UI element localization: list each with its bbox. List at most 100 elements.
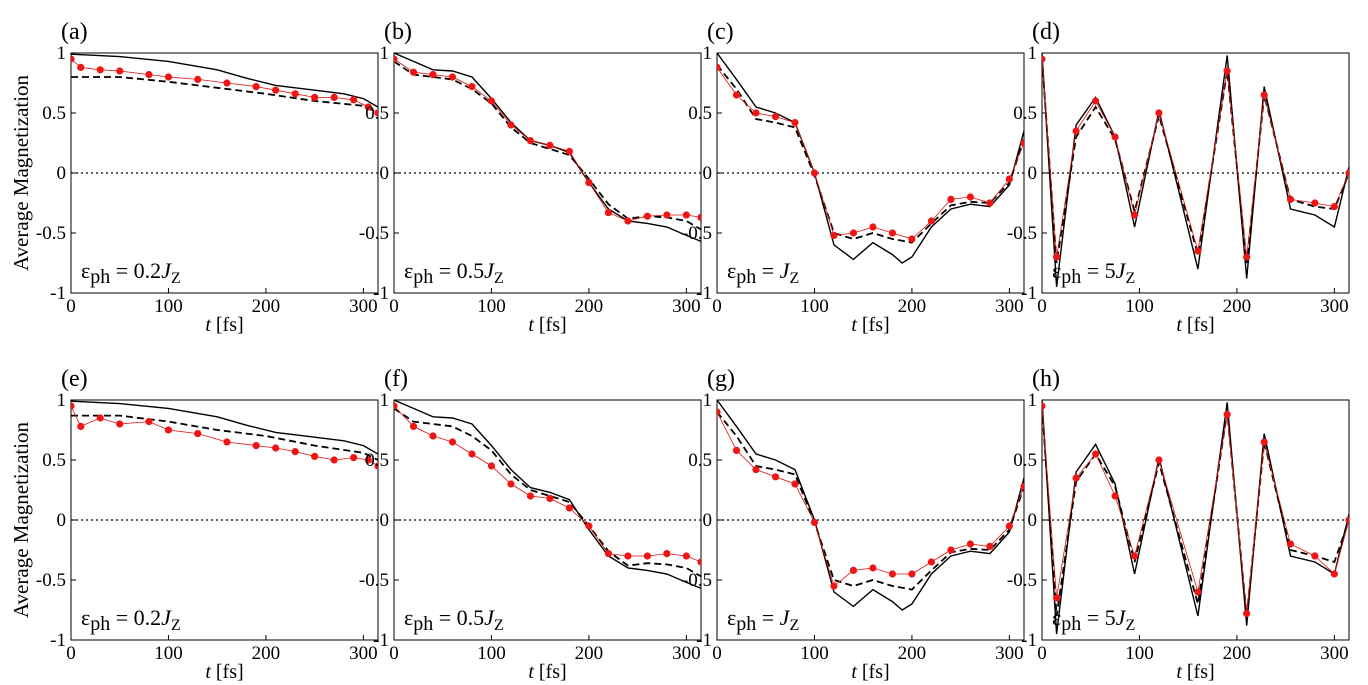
series-simulation-point (966, 540, 974, 548)
series-simulation-point (1330, 203, 1338, 211)
series-simulation-point (71, 402, 75, 410)
y-tick-label: 1 (703, 43, 713, 64)
series-simulation-point (810, 169, 819, 177)
y-axis-label: Average Magnetization (9, 74, 33, 271)
series-simulation-point (77, 422, 85, 430)
series-simulation-point (752, 466, 760, 474)
y-tick-label: 1 (57, 43, 67, 64)
y-tick-label: 0 (57, 510, 67, 531)
x-axis-label-var: t (851, 661, 857, 683)
series-group (394, 53, 701, 243)
x-tick-label: 200 (252, 643, 281, 664)
series-simulation-point (1005, 522, 1013, 530)
series-simulation-point (448, 73, 457, 81)
series-simulation-point (663, 211, 671, 219)
x-tick-label: 200 (575, 296, 604, 317)
x-tick-label: 300 (672, 296, 701, 317)
x-tick-label: 0 (66, 296, 76, 317)
legend-label: εph = 5JZ (1052, 605, 1135, 635)
series-simulation-point (1311, 552, 1319, 560)
series-simulation-point (1042, 402, 1046, 410)
legend-epsilon: ε (81, 605, 90, 630)
series-simulation-line (1042, 58, 1349, 258)
legend-J: J (484, 258, 495, 283)
series-simulation-point (350, 96, 358, 104)
x-tick-label: 100 (477, 296, 506, 317)
series-simulation-point (194, 430, 202, 438)
y-tick-label: -0.5 (1007, 223, 1037, 244)
series-simulation-point (223, 438, 231, 446)
legend-equals-coef: = (756, 258, 779, 283)
legend-J: J (161, 258, 172, 283)
series-simulation-point (96, 66, 104, 74)
series-approx-dashed (71, 76, 378, 114)
x-axis-label-var: t (528, 314, 534, 336)
series-simulation-point (830, 231, 838, 239)
series-simulation-point (869, 564, 877, 572)
series-approx-dashed (717, 411, 1024, 591)
x-tick-label: 200 (1223, 296, 1252, 317)
series-simulation-point (164, 73, 173, 81)
x-axis-label-var: t (205, 661, 211, 683)
x-tick-label: 100 (477, 643, 506, 664)
series-simulation-point (643, 552, 651, 560)
series-exact-solid (717, 400, 1024, 611)
legend-epsilon-sub: ph (90, 613, 110, 635)
y-tick-label: 0.5 (365, 450, 389, 471)
y-tick-label: -0.5 (682, 570, 712, 591)
series-simulation-line (1042, 405, 1349, 614)
x-tick-label: 100 (1125, 296, 1154, 317)
panel-label: (c) (707, 19, 734, 45)
series-approx-dashed (1042, 58, 1349, 264)
legend-J-sub: Z (1125, 270, 1135, 287)
series-group (717, 53, 1024, 264)
chart-panel: (h) 0 100 200 300 1 0.5 0 -0.5 -1 t [fs] εph = 5JZ (1007, 366, 1350, 683)
series-simulation-point (624, 217, 632, 225)
series-simulation-point (468, 450, 476, 458)
series-simulation-point (507, 121, 515, 129)
series-exact-solid (1042, 53, 1349, 288)
series-simulation-point (487, 97, 496, 105)
legend-epsilon-sub: ph (413, 613, 433, 635)
legend-equals-coef: = 0.2 (110, 605, 161, 630)
series-simulation-point (429, 71, 437, 79)
series-simulation-point (272, 444, 280, 452)
x-tick-label: 100 (1125, 643, 1154, 664)
series-simulation-point (947, 195, 955, 203)
x-tick-label: 300 (1320, 296, 1349, 317)
series-exact-solid (71, 400, 378, 455)
x-tick-label: 100 (800, 643, 829, 664)
series-simulation-point (585, 179, 593, 187)
y-tick-label: -1 (1021, 283, 1037, 304)
y-tick-label: -0.5 (682, 223, 712, 244)
series-simulation-point (487, 462, 496, 470)
legend-J: J (1116, 258, 1127, 283)
series-simulation-point (565, 504, 574, 512)
panel-label: (f) (384, 366, 408, 392)
series-simulation-point (448, 438, 457, 446)
legend-epsilon-sub: ph (1061, 266, 1081, 288)
series-simulation-line (71, 405, 378, 467)
y-tick-label: 0 (380, 510, 390, 531)
y-tick-label: 1 (1028, 390, 1038, 411)
series-simulation-point (1005, 175, 1013, 183)
x-tick-label: 300 (995, 643, 1024, 664)
legend-equals-coef: = 5 (1081, 605, 1115, 630)
panel-label: (b) (384, 19, 412, 45)
legend-equals-coef: = 5 (1081, 258, 1115, 283)
series-simulation-point (1111, 492, 1119, 500)
series-approx-dashed (71, 414, 378, 461)
y-tick-label: 0 (1028, 163, 1038, 184)
series-simulation-point (1286, 195, 1295, 203)
series-simulation-point (194, 75, 202, 83)
legend-label: εph = JZ (727, 258, 799, 288)
series-simulation-point (1194, 247, 1202, 255)
y-tick-label: -0.5 (359, 223, 389, 244)
series-simulation-point (311, 93, 319, 101)
series-simulation-point (409, 422, 418, 430)
y-tick-label: 0.5 (688, 450, 712, 471)
chart-panel: (e) 0 100 200 300 1 0.5 0 -0.5 -1 t [fs] εph = 0.2J… (36, 366, 379, 683)
series-simulation-point (717, 63, 721, 71)
series-simulation-point (374, 462, 378, 470)
series-exact-solid (717, 53, 1024, 264)
